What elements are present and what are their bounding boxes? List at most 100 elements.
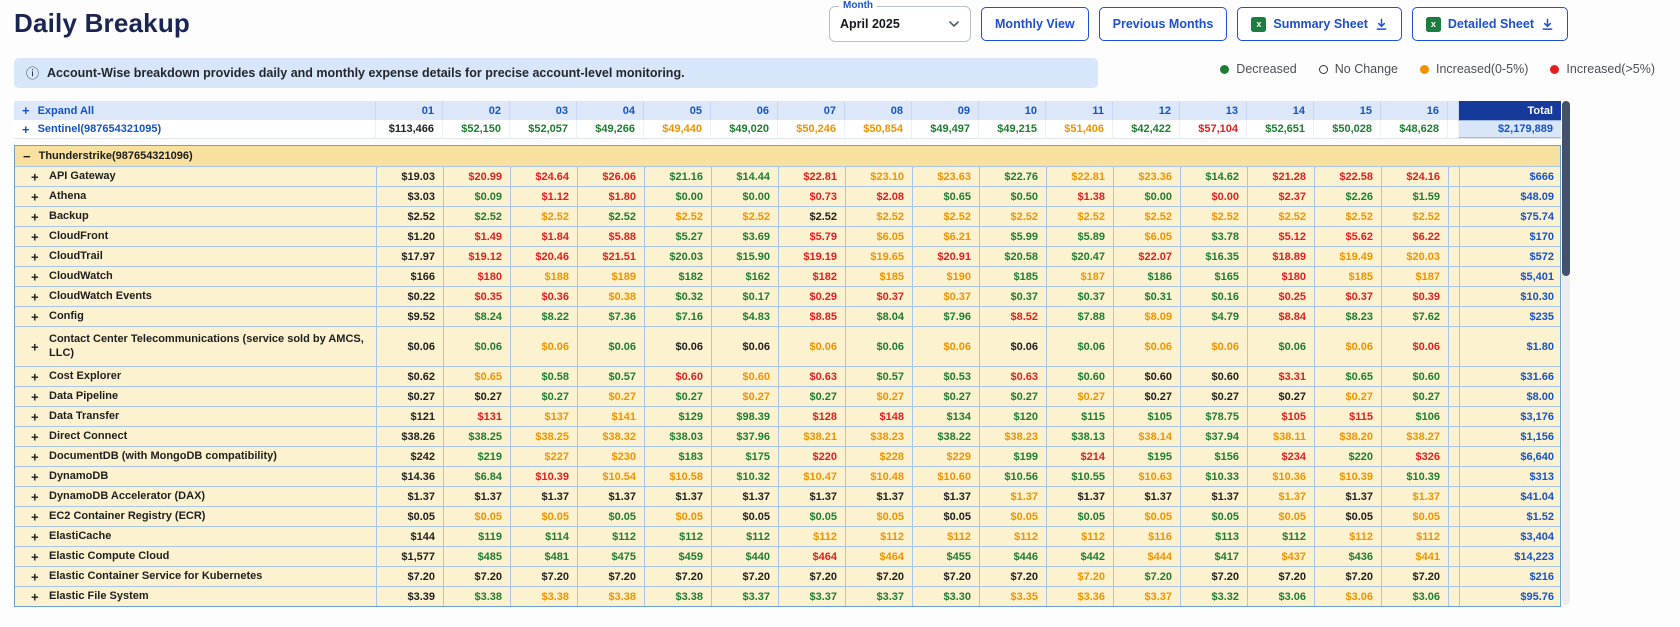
expand-icon[interactable]: + — [31, 169, 39, 184]
account-row-toggle[interactable]: + Sentinel(987654321095) — [14, 120, 375, 138]
expand-icon[interactable]: + — [31, 249, 39, 264]
service-row-toggle[interactable]: + Data Pipeline — [15, 387, 376, 406]
previous-months-button[interactable]: Previous Months — [1098, 7, 1228, 41]
day-value-cell: $8.85 — [778, 307, 845, 326]
collapse-icon[interactable]: − — [23, 148, 31, 164]
month-select[interactable]: Month April 2025 — [829, 0, 972, 42]
day-value-cell: $112 — [577, 527, 644, 546]
service-row-toggle[interactable]: + EC2 Container Registry (ECR) — [15, 507, 376, 526]
expand-icon[interactable]: + — [31, 289, 39, 304]
day-value-cell: $49,440 — [643, 120, 710, 138]
expand-icon[interactable]: + — [31, 589, 39, 604]
day-value-cell: $0.16 — [1180, 287, 1247, 306]
day-value-cell: $0.25 — [1247, 287, 1314, 306]
service-row-toggle[interactable]: + Direct Connect — [15, 427, 376, 446]
service-row-toggle[interactable]: + DynamoDB Accelerator (DAX) — [15, 487, 376, 506]
decreased-dot-icon — [1220, 64, 1230, 74]
expanded-account-section: − Thunderstrike(987654321096) + API Gateway… — [14, 145, 1561, 607]
service-row-toggle[interactable]: + Elastic File System — [15, 587, 376, 606]
expand-all-icon[interactable]: + — [22, 103, 30, 118]
expand-icon[interactable]: + — [31, 569, 39, 584]
account-header-row[interactable]: − Thunderstrike(987654321096) — [15, 146, 1560, 166]
service-row-toggle[interactable]: + ElastiCache — [15, 527, 376, 546]
day-value-cell: $3.37 — [711, 587, 778, 606]
expand-icon[interactable]: + — [31, 409, 39, 424]
service-name: CloudWatch — [49, 269, 113, 282]
day-value-cell: $1.37 — [778, 487, 845, 506]
service-row-toggle[interactable]: + Contact Center Telecommunications (serv… — [15, 327, 376, 366]
total-cell: $1.80 — [1459, 327, 1562, 366]
day-value-cell: $0.50 — [979, 187, 1046, 206]
day-value-cell: $1.37 — [443, 487, 510, 506]
expand-icon[interactable]: + — [31, 449, 39, 464]
day-value-cell: $21.16 — [644, 167, 711, 186]
summary-sheet-button[interactable]: x Summary Sheet — [1237, 7, 1402, 41]
expand-icon[interactable]: + — [31, 369, 39, 384]
scrollbar-thumb[interactable] — [1562, 101, 1570, 276]
expand-icon[interactable]: + — [31, 209, 39, 224]
day-value-cell: $0.73 — [778, 187, 845, 206]
service-row-toggle[interactable]: + Elastic Compute Cloud — [15, 547, 376, 566]
service-row-toggle[interactable]: + CloudFront — [15, 227, 376, 246]
day-value-cell: $0.36 — [510, 287, 577, 306]
expand-icon[interactable]: + — [31, 429, 39, 444]
day-value-cell: $441 — [1381, 547, 1448, 566]
service-row-toggle[interactable]: + CloudWatch Events — [15, 287, 376, 306]
monthly-view-button[interactable]: Monthly View — [981, 7, 1089, 41]
detailed-sheet-button[interactable]: x Detailed Sheet — [1411, 7, 1568, 41]
expand-icon[interactable]: + — [31, 339, 39, 354]
expand-icon[interactable]: + — [31, 489, 39, 504]
expand-icon[interactable]: + — [31, 269, 39, 284]
expand-icon[interactable]: + — [31, 529, 39, 544]
day-value-cell: $20.46 — [510, 247, 577, 266]
day-value-cell: $119 — [443, 527, 510, 546]
service-row-toggle[interactable]: + Config — [15, 307, 376, 326]
expand-icon[interactable]: + — [31, 509, 39, 524]
total-cell: $572 — [1459, 247, 1562, 266]
vertical-scrollbar[interactable] — [1562, 101, 1570, 605]
service-row-toggle[interactable]: + Athena — [15, 187, 376, 206]
day-value-cell: $0.27 — [1381, 387, 1448, 406]
day-value-cell: $1.49 — [443, 227, 510, 246]
day-value-cell: $0.57 — [577, 367, 644, 386]
service-row-toggle[interactable]: + DocumentDB (with MongoDB compatibility) — [15, 447, 376, 466]
day-value-cell: $187 — [1046, 267, 1113, 286]
service-row-toggle[interactable]: + DynamoDB — [15, 467, 376, 486]
day-value-cell: $113,466 — [375, 120, 442, 138]
expand-icon[interactable]: + — [31, 389, 39, 404]
service-row-toggle[interactable]: + Elastic Container Service for Kubernete… — [15, 567, 376, 586]
service-row-toggle[interactable]: + API Gateway — [15, 167, 376, 186]
day-value-cell: $7.20 — [711, 567, 778, 586]
day-value-cell: $0.05 — [845, 507, 912, 526]
day-value-cell: $38.14 — [1113, 427, 1180, 446]
account-row-toggle[interactable]: − Thunderstrike(987654321096) — [15, 146, 1562, 166]
service-row-toggle[interactable]: + Data Transfer — [15, 407, 376, 426]
expand-icon[interactable]: + — [31, 549, 39, 564]
service-row-toggle[interactable]: + Cost Explorer — [15, 367, 376, 386]
expand-icon[interactable]: + — [31, 309, 39, 324]
day-value-cell: $417 — [1180, 547, 1247, 566]
excel-icon: x — [1425, 16, 1441, 32]
day-value-cell: $166 — [376, 267, 443, 286]
expand-icon[interactable]: + — [31, 469, 39, 484]
day-value-cell: $112 — [1247, 527, 1314, 546]
month-select-label: Month — [839, 0, 878, 11]
day-value-cell: $459 — [644, 547, 711, 566]
summary-sheet-label: Summary Sheet — [1273, 17, 1368, 31]
table-row: + ElastiCache $144 $119 $114 $112 $112 $112 $112… — [15, 526, 1560, 546]
day-value-cell: $230 — [577, 447, 644, 466]
day-value-cell: $3.37 — [778, 587, 845, 606]
day-value-cell: $0.05 — [979, 507, 1046, 526]
expand-icon[interactable]: + — [22, 121, 30, 137]
expand-all-cell[interactable]: + Expand All — [14, 101, 375, 120]
legend: Decreased No Change Increased(0-5%) Increas… — [1220, 62, 1655, 76]
service-row-toggle[interactable]: + CloudTrail — [15, 247, 376, 266]
day-value-cell: $19.65 — [845, 247, 912, 266]
day-value-cell: $7.20 — [1381, 567, 1448, 586]
expand-icon[interactable]: + — [31, 229, 39, 244]
service-row-toggle[interactable]: + CloudWatch — [15, 267, 376, 286]
total-cell: $3,176 — [1459, 407, 1562, 426]
expand-icon[interactable]: + — [31, 189, 39, 204]
total-column-header: Total — [1458, 101, 1561, 120]
service-row-toggle[interactable]: + Backup — [15, 207, 376, 226]
